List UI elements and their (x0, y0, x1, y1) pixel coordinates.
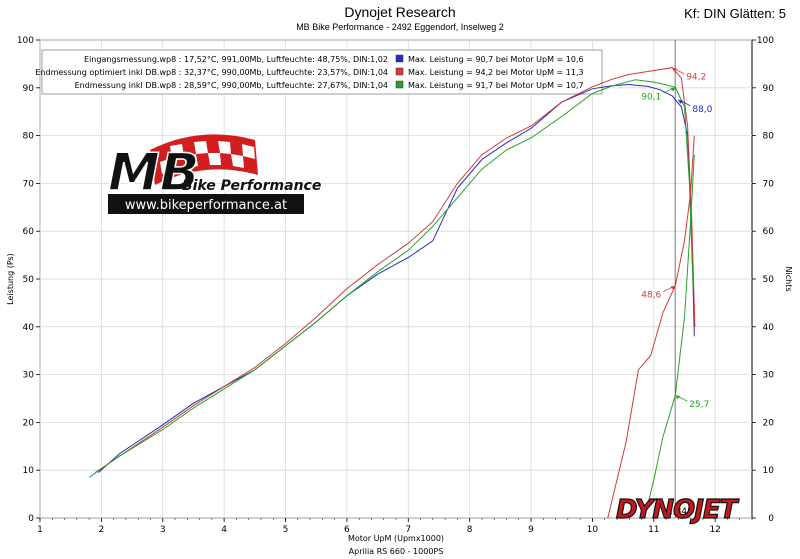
chart-title: Dynojet Research (344, 4, 456, 20)
y-tick-label: 80 (23, 132, 35, 142)
x-tick-label: 12 (709, 525, 720, 535)
annotation-label: 88,0 (692, 105, 712, 115)
y-tick-label: 30 (23, 371, 35, 381)
y-tick-label: 20 (23, 418, 35, 428)
y2-tick-label: 50 (763, 275, 775, 285)
x-tick-label: 5 (283, 525, 289, 535)
x-tick-label: 1 (37, 525, 43, 535)
mb-bike-performance-logo: MB Bike Performance www.bikeperformance.… (107, 134, 321, 214)
y-axis-label: Leistung (Ps) (6, 253, 15, 305)
x-tick-label: 6 (344, 525, 350, 535)
annotation-arrowhead (675, 395, 681, 400)
annotation-label: 90,1 (641, 92, 661, 102)
y2-tick-label: 0 (768, 514, 774, 524)
dynojet-logo: DYNOJET (615, 494, 741, 525)
annotation-label: 48,6 (641, 291, 661, 301)
smoothing-label: Kf: DIN Glätten: 5 (684, 6, 786, 21)
annotation-arrowhead (678, 99, 684, 104)
y2-tick-label: 90 (763, 84, 775, 94)
y2-tick-label: 40 (763, 323, 775, 333)
dynojet-logo-text: DYNOJET (616, 495, 740, 525)
y-tick-label: 90 (23, 84, 35, 94)
legend-swatch (395, 80, 404, 89)
x-tick-label: 2 (99, 525, 105, 535)
y2-tick-label: 60 (763, 227, 775, 237)
annotation-layer: 94,2 90,1 88,0 48,6 25,7 (641, 67, 713, 410)
legend: Eingangsmessung.wp8 : 17,52°C, 991,00Mb,… (35, 49, 603, 95)
y2-axis-label: Nichts (784, 267, 793, 292)
checkered-flag-icon (150, 134, 258, 185)
x-tick-label: 11 (648, 525, 659, 535)
y-tick-label: 40 (23, 323, 35, 333)
y-tick-label: 100 (17, 36, 34, 46)
x-tick-label: 7 (405, 525, 411, 535)
y-tick-label: 0 (28, 514, 34, 524)
legend-box (41, 49, 603, 95)
series-line-2 (88, 79, 694, 478)
x-tick-label: 3 (160, 525, 166, 535)
logo-script: Bike Performance (182, 178, 321, 194)
annotation-arrowhead (672, 67, 678, 72)
y2-tick-label: 70 (763, 179, 775, 189)
x-axis-label: Motor UpM (Upmx1000) (348, 534, 444, 543)
y2-tick-label: 80 (763, 132, 775, 142)
annotation-arrowhead (670, 285, 676, 290)
x-tick-label: 10 (587, 525, 599, 535)
y2-tick-label: 10 (763, 466, 775, 476)
logo-url-bar (108, 194, 304, 214)
series-line-1 (94, 67, 696, 474)
annotation-arrowhead (670, 87, 676, 92)
legend-max-text: Max. Leistung = 90,7 bei Motor UpM = 10,… (408, 55, 584, 64)
y-tick-label: 70 (23, 179, 35, 189)
y-tick-label: 10 (23, 466, 35, 476)
legend-entry-text: Endmessung inkl DB.wp8 : 28,59°C, 990,00… (75, 81, 388, 90)
y-tick-label: 50 (23, 275, 35, 285)
x-tick-label: 4 (221, 525, 227, 535)
legend-max-text: Max. Leistung = 91,7 bei Motor UpM = 10,… (408, 81, 584, 90)
legend-max-text: Max. Leistung = 94,2 bei Motor UpM = 11,… (408, 68, 584, 77)
logo-mark: MB (108, 143, 199, 203)
y-tick-label: 60 (23, 227, 35, 237)
logo-url: www.bikeperformance.at (125, 198, 287, 213)
legend-entry-text: Endmessung optimiert inkl DB.wp8 : 32,37… (35, 68, 388, 77)
chart-subtitle: MB Bike Performance - 2492 Eggendorf, In… (296, 22, 504, 32)
x-tick-label: 8 (467, 525, 473, 535)
rpm-cursor-label: 11,348 (661, 507, 693, 517)
series-line-0 (97, 83, 695, 473)
legend-swatch (395, 54, 404, 63)
x-tick-label: 9 (528, 525, 534, 535)
series-line-3 (607, 135, 695, 519)
grid-lines: 11,348 (39, 39, 752, 519)
annotation-label: 25,7 (689, 400, 709, 410)
y2-tick-label: 30 (763, 371, 775, 381)
vehicle-label: Aprilia RS 660 - 1000PS (349, 547, 444, 556)
legend-entry-text: Eingangsmessung.wp8 : 17,52°C, 991,00Mb,… (84, 55, 388, 64)
legend-swatch (395, 67, 404, 76)
y2-tick-label: 20 (763, 418, 775, 428)
y2-tick-label: 100 (757, 36, 774, 46)
annotation-label: 94,2 (686, 73, 706, 83)
